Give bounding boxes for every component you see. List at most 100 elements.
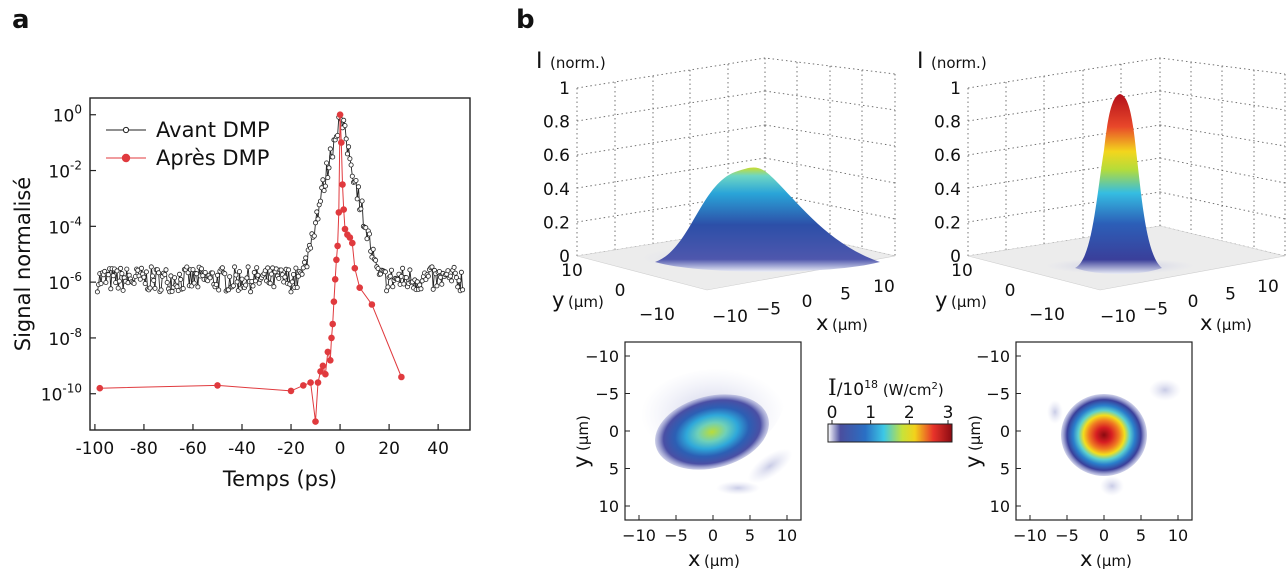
z-tick-label: 0	[559, 247, 570, 267]
data-point	[268, 271, 274, 277]
y-tick-label: 10	[951, 261, 973, 281]
x-tick-label: -60	[179, 439, 207, 459]
data-point	[387, 273, 393, 279]
data-point	[137, 276, 143, 282]
data-point	[234, 279, 240, 285]
x-tick-label: 10	[1168, 526, 1188, 545]
legend-marker-apres	[121, 153, 131, 163]
data-point	[403, 275, 409, 281]
data-point	[434, 283, 440, 289]
x-axis-unit: (μm)	[832, 316, 868, 334]
data-point	[338, 139, 345, 146]
series-apres-dmp	[96, 111, 405, 425]
data-point	[116, 278, 122, 284]
data-point	[300, 382, 307, 389]
data-point	[327, 357, 334, 364]
data-point	[317, 198, 323, 204]
x-tick-label: -80	[130, 439, 158, 459]
data-point	[222, 271, 228, 277]
y-tick-label: 0	[1005, 281, 1016, 301]
x-axis-ticks: −10 −5 0 5 10	[1013, 515, 1188, 545]
data-point	[458, 269, 464, 275]
data-point	[293, 265, 299, 271]
beam-spot	[640, 368, 793, 495]
x-tick-label: 10	[777, 526, 797, 545]
x-tick-label: −10	[712, 307, 748, 327]
data-point	[414, 279, 420, 285]
data-point	[142, 281, 148, 287]
data-point	[430, 286, 436, 292]
data-point	[214, 272, 220, 278]
data-point	[180, 286, 186, 292]
data-point	[335, 209, 343, 216]
colorbar-symbol: I	[828, 376, 837, 401]
data-point	[289, 279, 295, 285]
data-point	[308, 245, 314, 251]
data-point	[315, 216, 321, 222]
data-point	[178, 276, 184, 282]
data-point	[341, 117, 347, 123]
y-tick-label: 10-6	[48, 270, 82, 294]
data-point	[191, 280, 197, 286]
data-point	[319, 362, 327, 370]
y-axis-ticks: −10 −5 0 5 10	[976, 347, 1021, 516]
data-point	[213, 282, 219, 288]
data-point	[395, 276, 401, 282]
data-point	[176, 271, 182, 277]
beam-spot	[1047, 379, 1181, 496]
data-point	[382, 269, 388, 275]
y-tick-label: −10	[639, 305, 675, 325]
y-tick-exponent: -10	[62, 382, 82, 396]
x-tick-label: 5	[1136, 526, 1146, 545]
y-tick-label: 10	[561, 261, 583, 281]
y-tick-exponent: -2	[70, 159, 82, 173]
legend-label-apres: Après DMP	[156, 146, 269, 170]
y-axis-unit: (μm)	[951, 293, 987, 311]
data-point	[141, 274, 147, 280]
data-point	[340, 206, 348, 213]
x-tick-label: −5	[756, 300, 781, 320]
data-point	[321, 188, 327, 194]
data-point	[351, 264, 359, 272]
x-axis-unit: (μm)	[1216, 316, 1252, 334]
z-tick-label: 0.6	[934, 146, 961, 166]
y-axis-ticks: −10 −5 0 5 10	[585, 347, 630, 516]
data-point	[131, 280, 137, 286]
data-point	[219, 265, 225, 271]
data-point	[230, 283, 236, 289]
colorbar-label: I/1018 (W/cm2)	[828, 376, 944, 401]
panel-label-a: a	[12, 5, 30, 35]
data-point	[276, 275, 282, 281]
data-point	[445, 268, 451, 274]
data-point	[329, 320, 337, 328]
y-tick-exponent: -6	[70, 270, 82, 284]
data-point	[156, 270, 162, 276]
data-point	[108, 286, 114, 292]
z-tick-label: 0.2	[934, 213, 961, 233]
data-point	[418, 286, 424, 292]
colorbar-label-rest: /10	[837, 380, 864, 400]
legend-marker-avant	[122, 126, 130, 134]
x-axis-ticks: −10 −5 0 5 10	[1100, 277, 1279, 327]
data-point	[401, 281, 407, 287]
data-point	[366, 231, 372, 237]
data-point	[162, 272, 168, 278]
x-tick-label: -20	[277, 439, 305, 459]
data-point	[148, 264, 154, 270]
x-axis-unit: (μm)	[1096, 552, 1132, 570]
z-tick-label: 0.8	[543, 113, 570, 133]
x-tick-label: 10	[873, 277, 895, 297]
y-tick-label: −10	[976, 347, 1010, 366]
x-tick-label: −10	[622, 526, 656, 545]
legend: Avant DMP Après DMP	[106, 118, 270, 170]
data-point	[388, 267, 394, 273]
data-point	[311, 233, 317, 239]
data-point	[385, 284, 391, 290]
y-tick-label: −5	[595, 385, 619, 404]
y-tick-base: 10	[41, 386, 63, 406]
colorbar-label-exp: 18	[864, 378, 878, 391]
x-tick-label: 20	[378, 439, 400, 459]
x-axis-ticks: -100 -80 -60 -40 -20 0 20 40	[76, 424, 449, 459]
